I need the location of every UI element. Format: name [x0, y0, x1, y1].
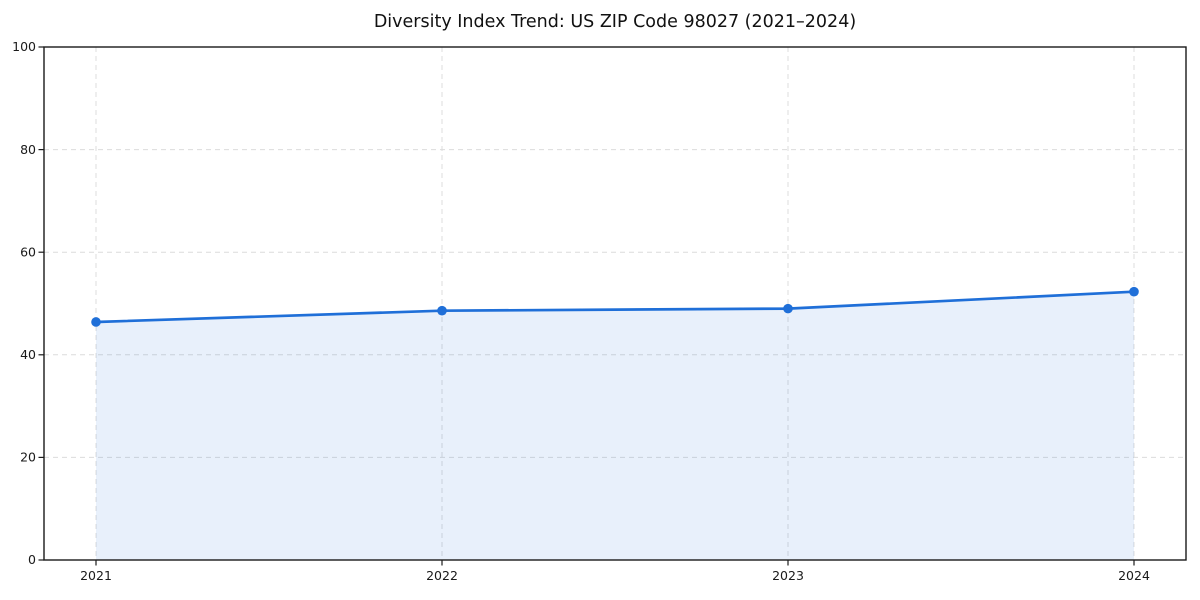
y-tick-label: 100 — [12, 39, 36, 54]
y-tick-label: 0 — [28, 552, 36, 567]
x-tick-label: 2021 — [80, 568, 112, 583]
y-tick-label: 40 — [20, 347, 36, 362]
data-point-2022 — [437, 305, 447, 316]
plot-spines — [43, 46, 1187, 561]
y-tick-label: 20 — [20, 450, 36, 465]
data-point-2024 — [1129, 286, 1139, 297]
data-point-2023 — [783, 303, 793, 314]
chart-title: Diversity Index Trend: US ZIP Code 98027… — [373, 12, 857, 32]
y-tick-label: 80 — [20, 142, 36, 157]
x-tick-label: 2022 — [426, 568, 458, 583]
trend-line — [94, 290, 1136, 324]
area-fill — [96, 291, 1134, 560]
x-tick-label: 2024 — [1118, 568, 1150, 583]
data-point-2021 — [91, 317, 101, 327]
y-tick-label: 60 — [20, 244, 36, 259]
x-tick-label: 2023 — [772, 568, 804, 583]
